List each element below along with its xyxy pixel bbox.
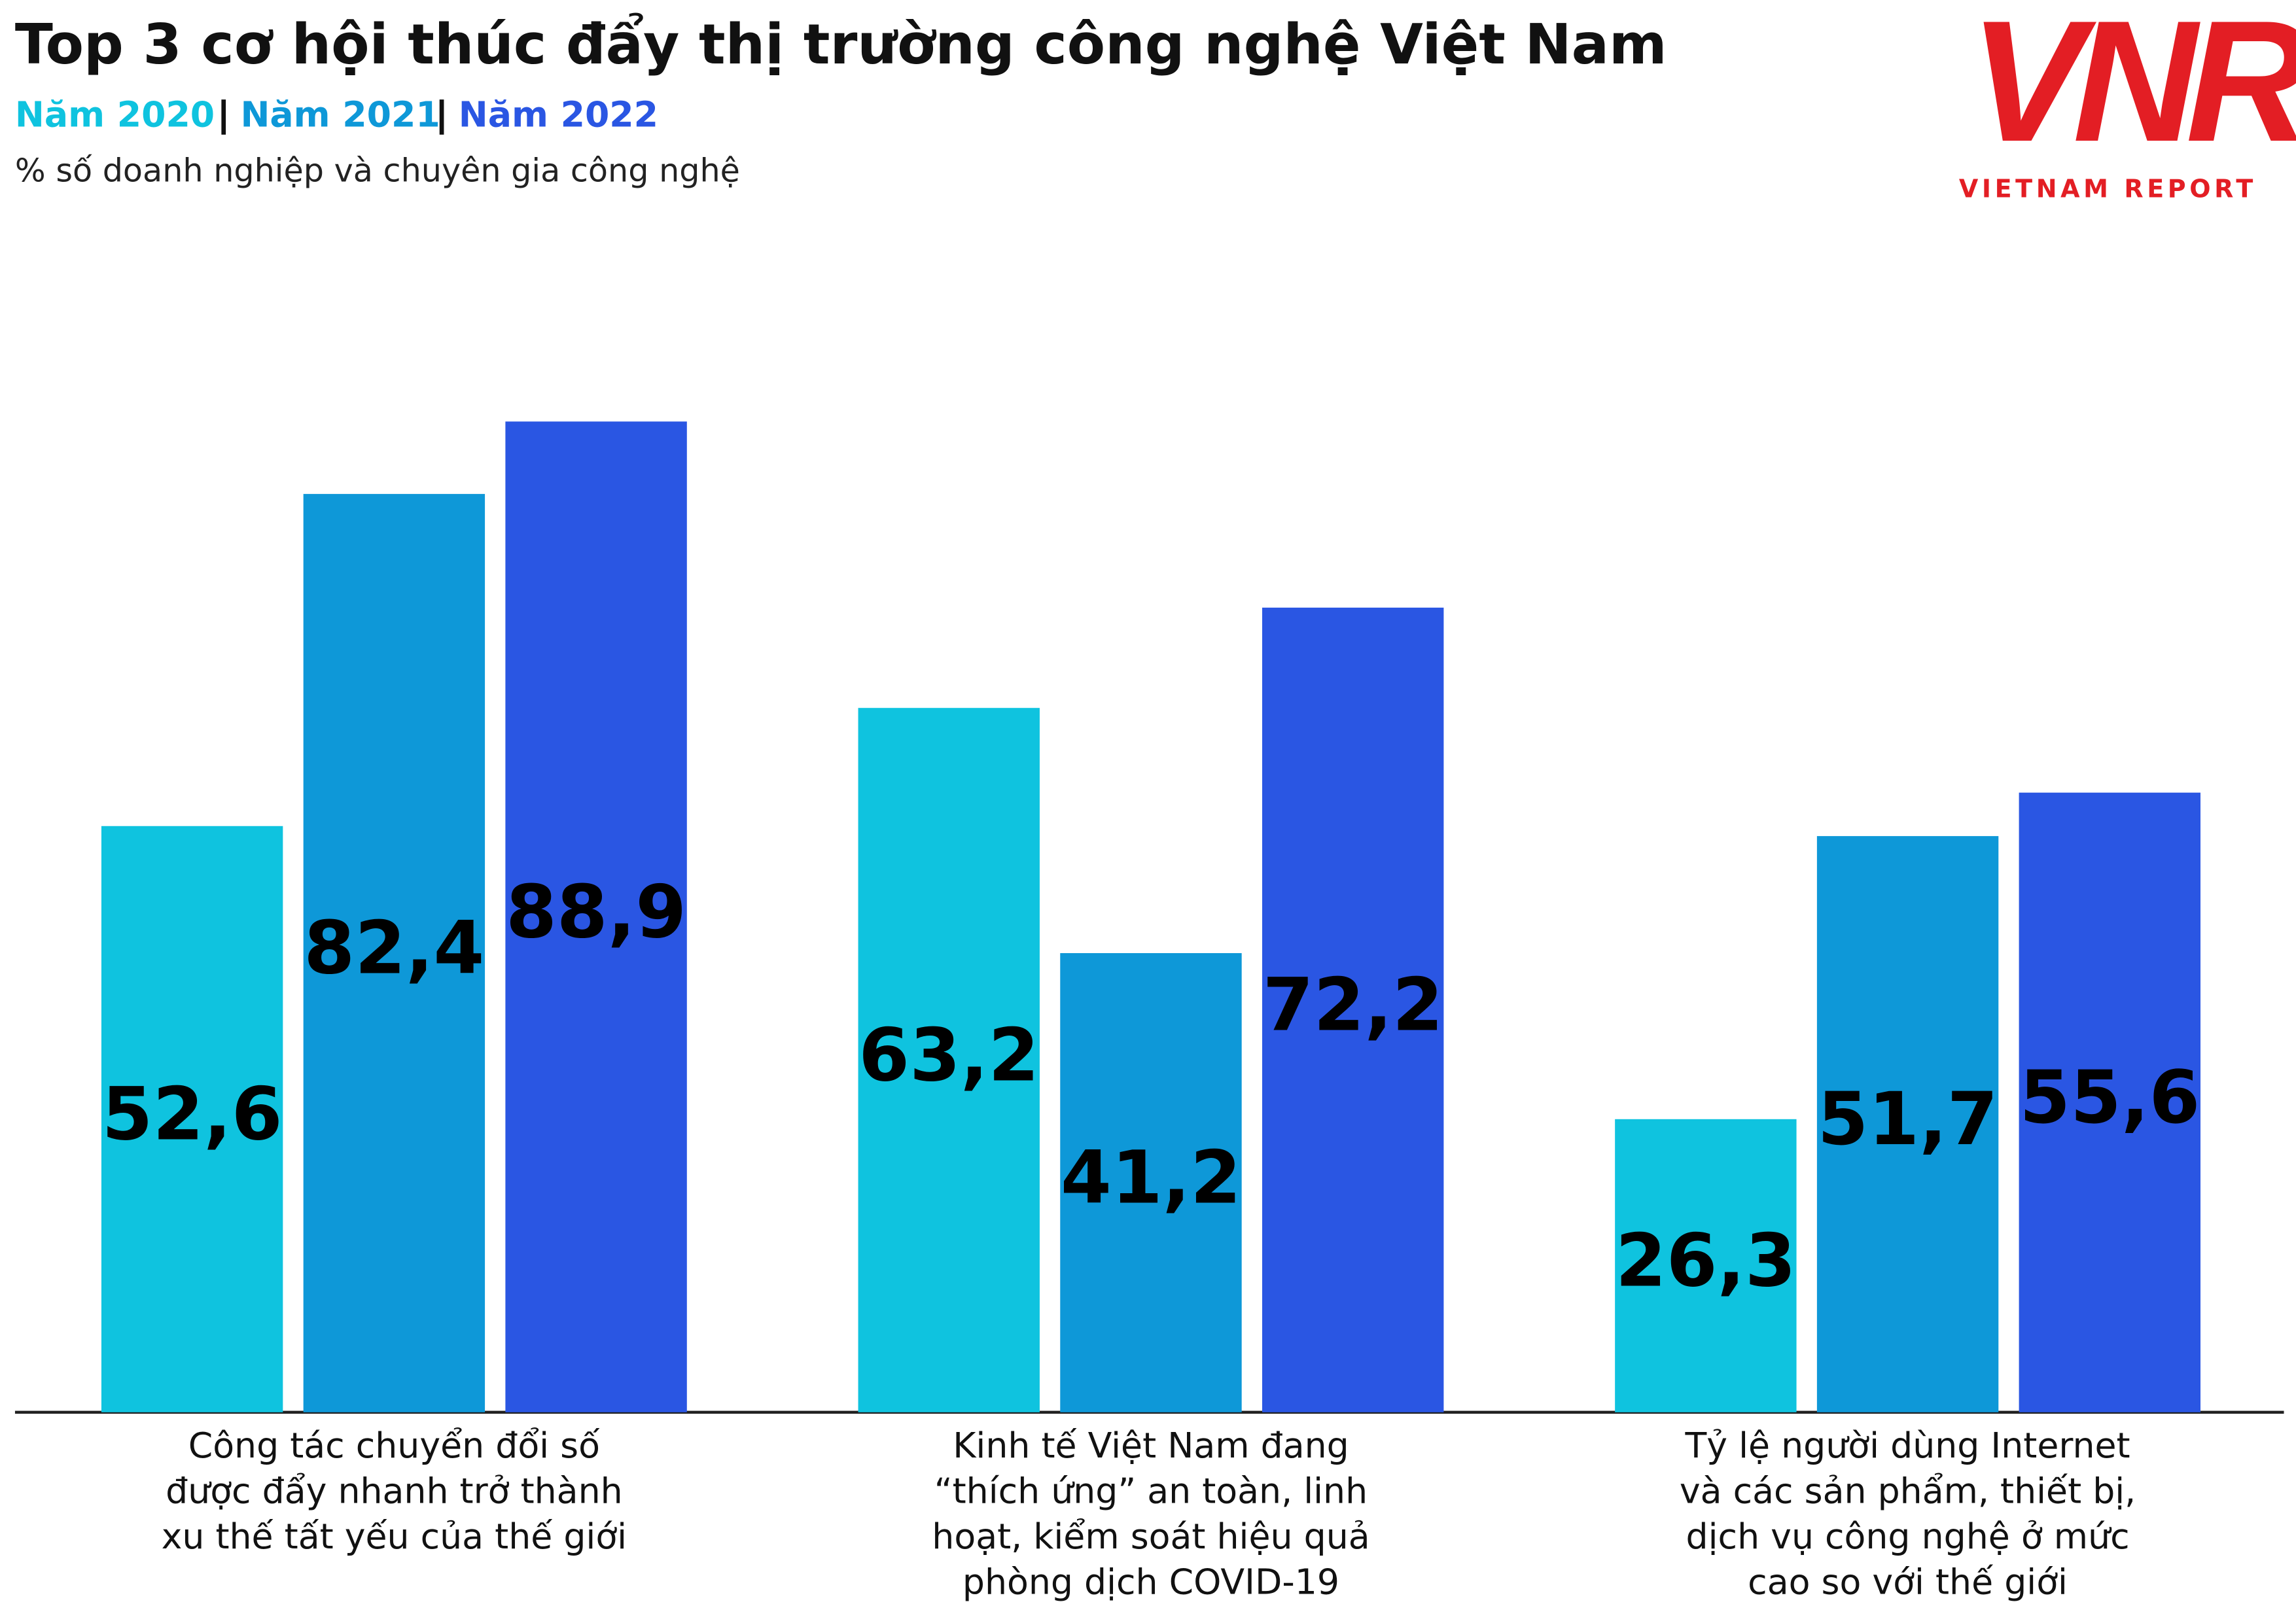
legend-separator — [439, 99, 444, 135]
value-label: 82,4 — [304, 906, 484, 991]
bar — [101, 826, 283, 1412]
legend-label: Năm 2020 — [15, 94, 215, 135]
legend-label: Năm 2022 — [459, 94, 658, 135]
bar — [1060, 952, 1242, 1412]
bar — [505, 421, 687, 1412]
value-label: 41,2 — [1061, 1136, 1241, 1221]
category-label-box: Tỷ lệ người dùng Internet và các sản phẩ… — [1679, 1425, 2136, 1603]
value-label: 72,2 — [1263, 963, 1443, 1048]
bar — [2019, 792, 2201, 1412]
x-tick-label: Tỷ lệ người dùng Internet và các sản phẩ… — [1679, 1425, 2136, 1603]
value-label: 52,6 — [102, 1072, 283, 1157]
value-label: 63,2 — [858, 1013, 1039, 1098]
logo-text: VIETNAM REPORT — [1959, 174, 2257, 203]
bar — [1262, 607, 1444, 1412]
bar — [858, 708, 1040, 1412]
bar — [303, 494, 486, 1412]
chart-title: Top 3 cơ hội thúc đẩy thị trường công ng… — [15, 12, 1667, 77]
chart-subtitle: % số doanh nghiệp và chuyên gia công ngh… — [15, 151, 740, 189]
legend-label: Năm 2021 — [240, 94, 440, 135]
category-label-box: Công tác chuyển đổi số được đẩy nhanh tr… — [161, 1425, 627, 1558]
category-label-box: Kinh tế Việt Nam đang “thích ứng” an toà… — [932, 1425, 1370, 1603]
x-tick-label: Công tác chuyển đổi số được đẩy nhanh tr… — [161, 1425, 627, 1558]
value-label: 55,6 — [2019, 1055, 2200, 1140]
bar — [1615, 1119, 1797, 1412]
value-label: 51,7 — [1818, 1077, 1998, 1162]
x-tick-label: Kinh tế Việt Nam đang “thích ứng” an toà… — [932, 1425, 1370, 1603]
bar — [1816, 836, 1999, 1412]
legend-separator — [221, 99, 226, 135]
logo-mark: VNR — [1969, 0, 2296, 177]
value-label: 26,3 — [1616, 1219, 1796, 1304]
value-label: 88,9 — [506, 869, 686, 954]
